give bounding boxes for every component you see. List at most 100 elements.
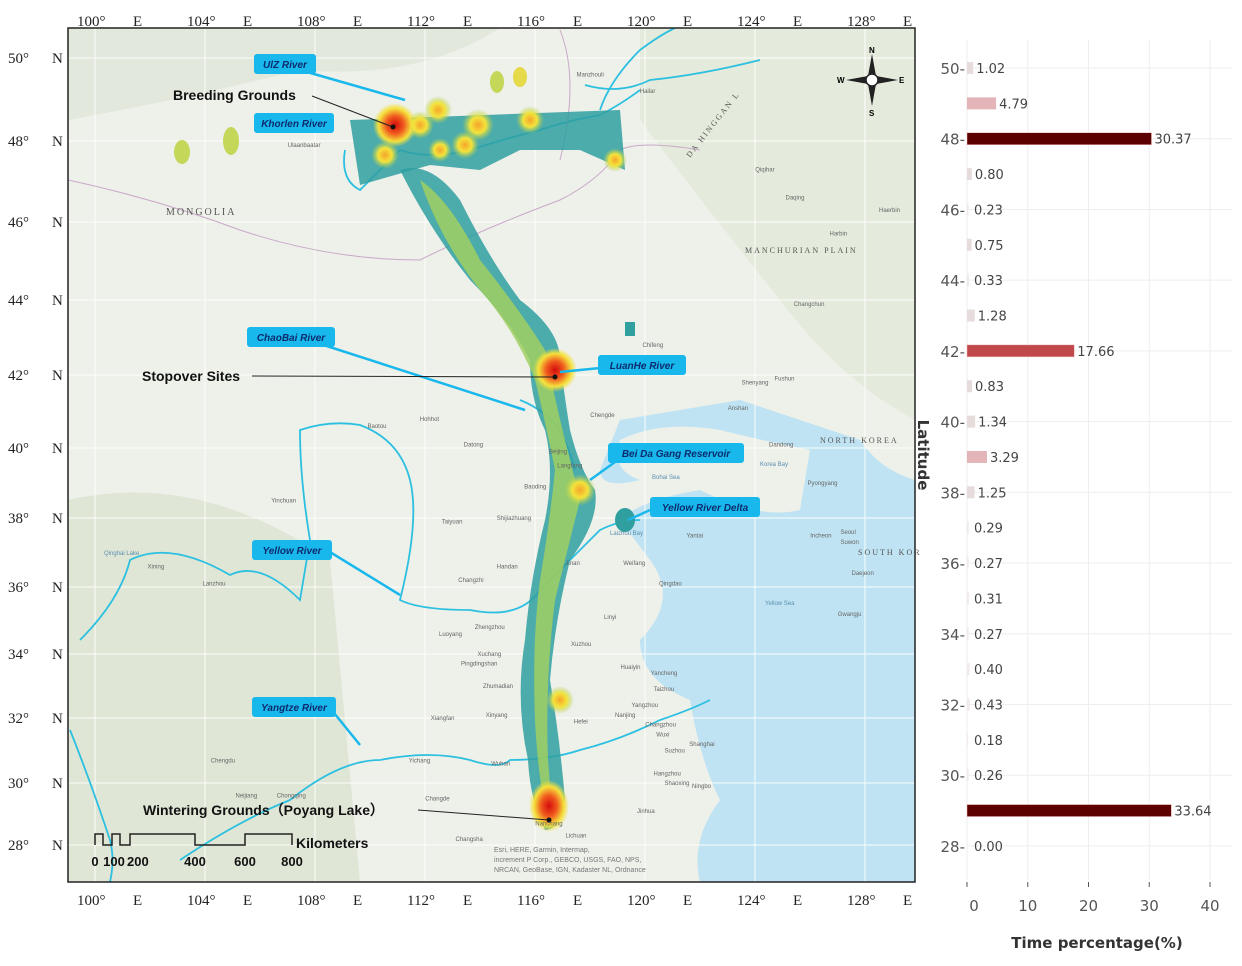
compass-e: E (899, 76, 905, 85)
callout-yangtze: Yangtze River (252, 697, 336, 717)
breeding-point (390, 124, 396, 130)
attribution-line: Esri, HERE, Garmin, Intermap, (494, 847, 590, 854)
place-label: Xining (148, 564, 165, 570)
site-leaders (251, 95, 556, 821)
longitude-suffix: E (903, 893, 912, 909)
latitude-suffix: N (52, 711, 63, 727)
compass-n: N (869, 46, 875, 55)
compass-w: W (837, 76, 845, 85)
longitude-label: 128° (847, 14, 876, 30)
place-label: Chifeng (643, 343, 664, 349)
latitude-label: 46° (8, 215, 29, 231)
callout-luanhe: LuanHe River (598, 355, 686, 375)
svg-text:Yellow River Delta: Yellow River Delta (662, 503, 749, 514)
callout-yellow-river: Yellow River (252, 540, 332, 560)
longitude-label: 112° (407, 893, 435, 909)
place-label: Baotou (368, 424, 387, 430)
place-label: Weifang (623, 561, 645, 567)
place-label: Pyongyang (808, 481, 838, 487)
map-frame (67, 27, 916, 883)
place-label: Changzhou (645, 723, 676, 729)
place-label: Jinan (566, 561, 580, 567)
svg-text:Bei Da Gang Reservoir: Bei Da Gang Reservoir (622, 449, 731, 460)
place-label: Pingdingshan (461, 662, 497, 668)
place-label: Changde (425, 797, 450, 803)
place-label: Shaoxing (665, 781, 690, 787)
longitude-suffix: E (683, 14, 692, 30)
place-label: Qingdao (659, 582, 682, 588)
latitude-label: 50° (8, 51, 29, 67)
place-label: Zhengzhou (475, 625, 505, 631)
svg-text:Yellow River: Yellow River (262, 546, 322, 557)
longitude-label: 124° (737, 893, 766, 909)
latitude-suffix: N (52, 134, 63, 150)
longitude-label: 124° (737, 14, 766, 30)
sea-label: Laizhou Bay (610, 531, 643, 537)
longitude-suffix: E (573, 893, 582, 909)
svg-text:UlZ River: UlZ River (263, 60, 308, 71)
place-label: Dandong (769, 442, 793, 448)
place-label: Changchun (794, 302, 825, 308)
terrain-shade (68, 492, 360, 882)
sea-area (600, 400, 915, 882)
latitude-label: 32° (8, 711, 29, 727)
place-label: Qiqihar (755, 167, 774, 173)
svg-text:Yangtze River: Yangtze River (261, 703, 328, 714)
place-label: Xuchang (478, 652, 502, 658)
scale-label: 0 (91, 854, 98, 869)
place-label: Anshan (728, 406, 748, 412)
place-label: Neijiang (236, 793, 258, 799)
wintering-point (546, 817, 552, 823)
stopover-point (552, 374, 558, 380)
place-label: Hangzhou (654, 771, 681, 777)
terrain-shade-northeast (640, 28, 915, 420)
place-labels: Ulaanbaatar Manzhouli Hailar Qiqihar Daqing H… (148, 73, 901, 843)
country-mongolia: MONGOLIA (166, 207, 236, 218)
place-label: Daejeon (852, 571, 874, 577)
place-label: Taizhou (654, 687, 675, 693)
latitude-suffix: N (52, 215, 63, 231)
latitude-label: 36° (8, 580, 29, 596)
latitude-suffix: N (52, 293, 63, 309)
scale-label: 400 (184, 854, 206, 869)
scale-label: 800 (281, 854, 303, 869)
place-label: Wuhan (491, 762, 510, 768)
latitude-suffix: N (52, 838, 63, 854)
place-label: Lanzhou (203, 582, 226, 588)
latitude-label: 40° (8, 441, 29, 457)
place-label: Fushun (775, 377, 795, 383)
callout-chaobai: ChaoBai River (247, 327, 335, 347)
place-label: Luoyang (439, 632, 462, 638)
callout-kherlen: Khorlen River (254, 113, 334, 133)
latitude-suffix: N (52, 580, 63, 596)
place-label: Langfang (557, 464, 582, 470)
place-label: Hailar (640, 89, 656, 95)
longitude-suffix: E (793, 893, 802, 909)
place-label: Hefei (574, 719, 588, 725)
scale-label: 600 (234, 854, 256, 869)
place-label: Lichuan (566, 834, 587, 840)
place-label: Suzhou (665, 749, 685, 755)
place-label: Yangzhou (632, 703, 659, 709)
longitude-label: 112° (407, 14, 435, 30)
latitude-suffix: N (52, 511, 63, 527)
longitude-suffix: E (353, 893, 362, 909)
longitude-suffix: E (133, 14, 142, 30)
longitude-label: 120° (627, 893, 656, 909)
sea-label: Bohai Sea (652, 475, 680, 481)
place-label: Hohhot (420, 417, 440, 423)
place-label: Shijiazhuang (497, 516, 531, 522)
latitude-label: 28° (8, 838, 29, 854)
attribution-line: NRCAN, GeoBase, IGN, Kadaster NL, Ordnan… (494, 867, 646, 874)
place-label: Beijing (549, 450, 567, 456)
place-label: Ulaanbaatar (288, 143, 321, 149)
compass-s: S (869, 109, 875, 118)
region-manchurian-plain: MANCHURIAN PLAIN (745, 246, 858, 255)
longitude-suffix: E (243, 14, 252, 30)
label-stopover-sites: Stopover Sites (142, 368, 240, 384)
scale-label: 100 (103, 854, 125, 869)
terrain-shade-north (68, 28, 500, 120)
place-label: Nanjing (615, 713, 635, 719)
longitude-suffix: E (903, 14, 912, 30)
place-label: Daqing (786, 196, 805, 202)
